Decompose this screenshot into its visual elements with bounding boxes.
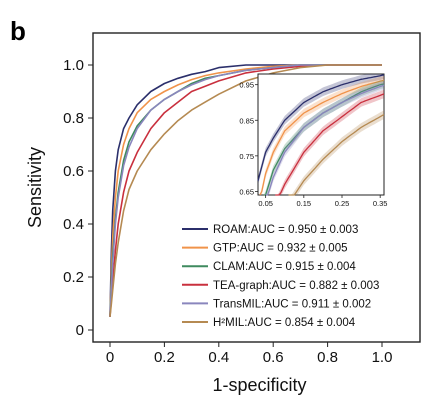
x-tick-label: 1.0	[372, 349, 393, 366]
panel-label: b	[10, 16, 26, 46]
main-series-group	[109, 64, 382, 317]
inset-band-3	[275, 89, 384, 195]
inset-x-tick-label: 0.35	[373, 199, 388, 208]
x-tick-label: 0.6	[263, 349, 284, 366]
legend-label-3: TEA-graph:AUC = 0.882 ± 0.003	[213, 280, 379, 292]
y-tick-label: 0.6	[63, 163, 84, 180]
inset-series-line-3	[275, 93, 385, 196]
series-line-5	[109, 64, 382, 317]
series-line-3	[109, 64, 382, 317]
inset-series-group	[257, 74, 385, 196]
y-tick-label: 0	[76, 322, 84, 339]
y-tick-label: 1.0	[63, 57, 84, 74]
inset-y-tick-label: 0.95	[239, 81, 254, 90]
inset-y-tick-label: 0.65	[239, 187, 254, 196]
x-axis-label: 1-specificity	[212, 375, 306, 395]
inset-x-tick-label: 0.05	[258, 199, 273, 208]
inset-band-1	[259, 76, 384, 195]
legend-label-2: CLAM:AUC = 0.915 ± 0.004	[213, 261, 356, 273]
x-tick-labels: 0 0.2 0.4 0.6 0.8 1.0	[106, 342, 393, 366]
legend-label-1: GTP:AUC = 0.932 ± 0.005	[213, 243, 347, 255]
inset-y-tick-label: 0.75	[239, 152, 254, 161]
legend: ROAM:AUC = 0.950 ± 0.003 GTP:AUC = 0.932 …	[182, 224, 379, 329]
legend-label-4: TransMIL:AUC = 0.911 ± 0.002	[213, 298, 371, 310]
inset-band-2	[263, 79, 384, 195]
x-tick-label: 0.2	[154, 349, 175, 366]
legend-label-0: ROAM:AUC = 0.950 ± 0.003	[213, 224, 358, 236]
inset-series-line-0	[257, 74, 385, 181]
series-line-4	[109, 64, 382, 317]
inset-series-line-1	[259, 79, 385, 196]
main-plot-frame	[92, 32, 421, 343]
y-tick-label: 0.8	[63, 110, 84, 127]
inset-background	[257, 73, 385, 196]
inset-band-0	[258, 74, 384, 185]
inset-x-tick-labels: 0.05 0.15 0.25 0.35	[258, 195, 387, 208]
y-tick-labels: 0 0.2 0.4 0.6 0.8 1.0	[63, 57, 93, 339]
legend-label-5: H²MIL:AUC = 0.854 ± 0.004	[213, 317, 356, 329]
inset-y-tick-labels: 0.65 0.75 0.85 0.95	[239, 81, 258, 196]
x-tick-label: 0.8	[317, 349, 338, 366]
inset-y-tick-label: 0.85	[239, 116, 254, 125]
y-tick-label: 0.2	[63, 269, 84, 286]
inset-plot: 0.05 0.15 0.25 0.35 0.65 0.75 0.85 0.95	[239, 73, 387, 208]
inset-x-tick-label: 0.15	[297, 199, 312, 208]
main-plot: 0 0.2 0.4 0.6 0.8 1.0 0 0.2 0.4 0.6 0.8 1.0 1-spec…	[25, 32, 421, 395]
y-tick-label: 0.4	[63, 216, 84, 233]
inset-x-tick-label: 0.25	[335, 199, 350, 208]
y-axis-label: Sensitivity	[25, 147, 45, 228]
inset-band-5	[288, 110, 384, 195]
inset-series-line-4	[265, 84, 385, 196]
inset-band-4	[265, 81, 384, 195]
x-tick-label: 0.4	[208, 349, 229, 366]
x-tick-label: 0	[106, 349, 114, 366]
inset-series-line-5	[288, 114, 385, 196]
